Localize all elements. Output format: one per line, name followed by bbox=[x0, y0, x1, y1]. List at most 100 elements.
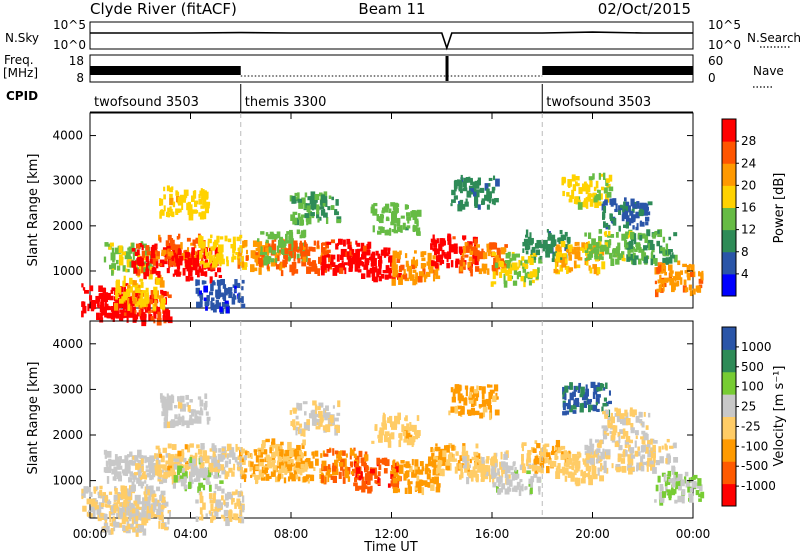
power-echo bbox=[585, 196, 590, 201]
velocity-echo bbox=[499, 461, 503, 470]
power-echo bbox=[511, 263, 515, 271]
power-echo bbox=[585, 250, 590, 256]
power-cell bbox=[391, 212, 398, 221]
velocity-echo bbox=[480, 472, 485, 478]
velocity-echo bbox=[597, 382, 600, 390]
velocity-echo bbox=[314, 450, 319, 457]
power-echo bbox=[407, 220, 410, 224]
power-echo bbox=[538, 257, 543, 264]
power-echo bbox=[111, 270, 114, 276]
power-echo bbox=[199, 190, 202, 196]
velocity-echo bbox=[160, 455, 165, 463]
power-echo bbox=[568, 198, 573, 203]
velocity-echo bbox=[206, 416, 211, 421]
power-colorbar-swatch bbox=[722, 251, 736, 275]
power-echo bbox=[460, 188, 463, 194]
velocity-cell bbox=[647, 449, 654, 458]
velocity-echo bbox=[291, 463, 296, 467]
velocity-echo bbox=[414, 459, 419, 467]
power-echo bbox=[188, 266, 193, 272]
velocity-echo bbox=[574, 397, 580, 405]
velocity-echo bbox=[327, 464, 331, 470]
power-echo bbox=[116, 288, 121, 294]
velocity-echo bbox=[277, 469, 283, 474]
power-echo bbox=[109, 306, 113, 310]
power-echo bbox=[224, 302, 230, 308]
velocity-echo bbox=[605, 467, 609, 474]
velocity-echo bbox=[625, 418, 631, 426]
velocity-echo bbox=[550, 450, 556, 456]
power-echo bbox=[686, 265, 691, 272]
velocity-echo bbox=[650, 438, 653, 445]
power-echo bbox=[110, 289, 114, 294]
velocity-echo bbox=[461, 395, 464, 402]
power-echo bbox=[559, 229, 563, 235]
power-echo bbox=[287, 257, 291, 261]
velocity-echo bbox=[397, 412, 402, 421]
velocity-echo bbox=[181, 452, 185, 461]
power-echo bbox=[380, 249, 385, 256]
velocity-echo bbox=[241, 495, 245, 503]
power-ylabel: Slant Range [km] bbox=[26, 154, 41, 267]
velocity-echo bbox=[109, 522, 112, 527]
velocity-echo bbox=[141, 465, 144, 473]
power-echo bbox=[265, 239, 269, 244]
power-echo bbox=[326, 249, 331, 254]
power-echo bbox=[630, 231, 634, 240]
velocity-echo bbox=[334, 459, 338, 467]
velocity-echo bbox=[186, 421, 190, 428]
power-echo bbox=[503, 281, 508, 288]
velocity-echo bbox=[468, 398, 474, 404]
velocity-echo bbox=[277, 456, 281, 463]
velocity-echo bbox=[371, 440, 375, 444]
velocity-echo bbox=[624, 409, 628, 417]
velocity-echo bbox=[664, 443, 667, 450]
velocity-echo bbox=[360, 471, 363, 479]
power-echo bbox=[668, 236, 672, 241]
power-echo bbox=[390, 221, 395, 226]
velocity-echo bbox=[543, 458, 546, 464]
power-echo bbox=[417, 276, 423, 283]
velocity-echo bbox=[124, 468, 129, 477]
velocity-echo bbox=[364, 451, 368, 456]
power-echo bbox=[151, 309, 156, 313]
velocity-echo bbox=[135, 529, 139, 537]
velocity-echo bbox=[228, 467, 233, 473]
velocity-echo bbox=[355, 486, 360, 491]
power-echo bbox=[462, 261, 466, 267]
velocity-echo bbox=[271, 457, 276, 462]
velocity-echo bbox=[313, 467, 316, 472]
power-echo bbox=[355, 240, 358, 245]
power-echo bbox=[182, 267, 186, 276]
velocity-echo bbox=[327, 474, 333, 478]
power-echo bbox=[451, 199, 456, 203]
velocity-echo bbox=[117, 493, 121, 498]
power-echo bbox=[391, 275, 396, 280]
velocity-echo bbox=[137, 460, 142, 465]
velocity-echo bbox=[184, 463, 190, 471]
power-echo bbox=[125, 288, 131, 296]
velocity-echo bbox=[580, 469, 584, 477]
power-echo bbox=[614, 208, 618, 213]
power-echo bbox=[131, 242, 135, 250]
power-echo bbox=[172, 248, 176, 253]
velocity-echo bbox=[237, 455, 242, 461]
velocity-echo bbox=[557, 463, 561, 468]
velocity-echo bbox=[501, 483, 506, 490]
power-echo bbox=[186, 237, 191, 242]
velocity-echo bbox=[421, 466, 425, 472]
velocity-echo bbox=[698, 493, 702, 498]
power-colorbar-swatch bbox=[722, 273, 736, 297]
velocity-echo bbox=[215, 460, 220, 468]
power-cell bbox=[134, 285, 141, 294]
velocity-echo bbox=[677, 495, 683, 503]
velocity-echo bbox=[431, 459, 437, 468]
power-echo bbox=[132, 280, 137, 286]
velocity-echo bbox=[593, 384, 599, 392]
power-echo bbox=[162, 305, 166, 314]
velocity-echo bbox=[601, 425, 604, 429]
velocity-echo bbox=[108, 462, 112, 471]
power-echo bbox=[163, 310, 166, 318]
velocity-echo bbox=[446, 444, 450, 453]
power-echo bbox=[627, 251, 631, 257]
